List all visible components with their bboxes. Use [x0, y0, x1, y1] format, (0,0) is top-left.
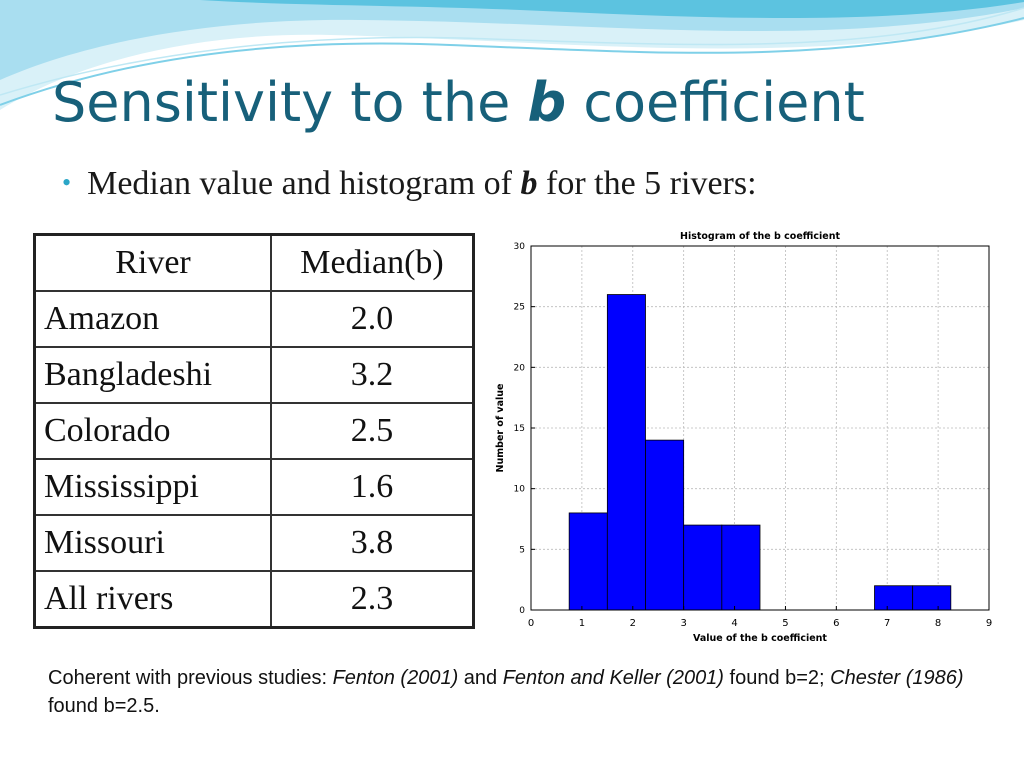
median-value: 2.3	[270, 570, 475, 629]
table-row: Missouri 3.8	[33, 514, 475, 572]
histogram-bar	[683, 524, 723, 611]
histogram-bar	[645, 439, 685, 611]
decorative-wave-banner	[0, 0, 1024, 110]
median-value: 3.8	[270, 514, 475, 572]
histogram-bar	[606, 294, 646, 611]
y-tick-label: 20	[514, 363, 526, 373]
histogram-bar	[912, 585, 952, 611]
table-row: All rivers 2.3	[33, 570, 475, 629]
y-tick-label: 5	[519, 545, 525, 555]
histogram-chart: 0 1 2 3 4 5 6 7 8 9 0 5 10 15 20 25 30 Histogram of the b…	[495, 231, 992, 642]
median-value: 3.2	[270, 346, 475, 404]
header-median: Median(b)	[270, 233, 475, 292]
table-row: Bangladeshi 3.2	[33, 346, 475, 404]
median-value: 2.0	[270, 290, 475, 348]
y-tick-label: 10	[514, 485, 526, 495]
histogram-bar	[568, 512, 608, 611]
x-tick-label: 1	[579, 618, 585, 629]
x-tick-label: 5	[782, 618, 788, 629]
histogram-bar	[721, 524, 761, 611]
y-axis-label: Number of value	[495, 384, 506, 473]
bullet-dot-icon: •	[62, 168, 72, 197]
chart-title: Histogram of the b coefficient	[680, 231, 840, 242]
citation: Fenton and Keller (2001)	[502, 667, 724, 689]
x-tick-label: 8	[935, 618, 941, 629]
y-tick-label: 15	[514, 424, 525, 434]
x-tick-label: 0	[528, 618, 534, 629]
table-row: Mississippi 1.6	[33, 458, 475, 516]
footnote: Coherent with previous studies: Fenton (…	[48, 667, 964, 717]
x-tick-label: 9	[986, 618, 992, 629]
median-table: River Median(b) Amazon 2.0 Bangladeshi 3…	[33, 233, 475, 629]
x-tick-label: 7	[884, 618, 890, 629]
table-row: Colorado 2.5	[33, 402, 475, 460]
y-tick-label: 0	[519, 606, 525, 616]
river-name: Bangladeshi	[33, 346, 272, 404]
citation: Chester (1986)	[830, 667, 964, 689]
river-name: Colorado	[33, 402, 272, 460]
x-axis-label: Value of the b coefficient	[693, 633, 827, 642]
x-tick-label: 2	[630, 618, 636, 629]
x-tick-label: 3	[680, 618, 686, 629]
x-tick-label: 6	[833, 618, 839, 629]
y-tick-label: 25	[514, 303, 525, 313]
histogram-bar	[874, 585, 914, 611]
river-name: All rivers	[33, 570, 272, 629]
table-header-row: River Median(b)	[33, 233, 475, 292]
bullet-point: • Median value and histogram of b for the…	[62, 165, 757, 202]
header-river: River	[33, 233, 272, 292]
x-tick-label: 4	[731, 618, 737, 629]
median-value: 2.5	[270, 402, 475, 460]
slide-title: Sensitivity to the b coefficient	[52, 71, 865, 134]
citation: Fenton (2001)	[332, 667, 459, 689]
river-name: Mississippi	[33, 458, 272, 516]
median-value: 1.6	[270, 458, 475, 516]
river-name: Missouri	[33, 514, 272, 572]
y-tick-label: 30	[514, 242, 526, 252]
river-name: Amazon	[33, 290, 272, 348]
table-row: Amazon 2.0	[33, 290, 475, 348]
